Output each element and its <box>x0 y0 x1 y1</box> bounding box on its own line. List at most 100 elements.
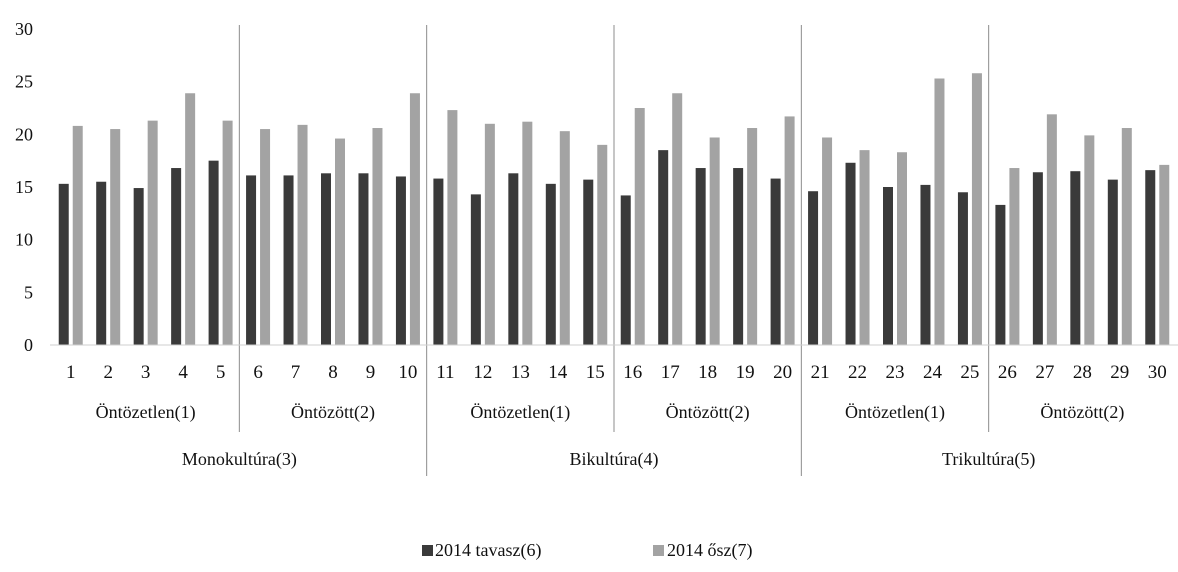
bar-spring <box>545 183 556 345</box>
subgroup-label: Öntözött(2) <box>666 402 750 423</box>
bar-autumn <box>934 78 945 346</box>
group-label: Monokultúra(3) <box>182 449 297 470</box>
bar-autumn <box>897 152 907 345</box>
bar-spring <box>1032 172 1043 345</box>
bar-spring <box>133 188 144 345</box>
bar-spring <box>208 160 219 345</box>
x-tick-label: 18 <box>698 362 717 383</box>
x-tick-label: 30 <box>1148 362 1167 383</box>
bar-autumn <box>185 93 196 346</box>
legend: 2014 tavasz(6) 2014 ősz(7) <box>422 540 752 561</box>
x-tick-label: 10 <box>398 362 417 383</box>
x-tick-label: 11 <box>436 362 454 383</box>
bar-autumn <box>335 138 345 345</box>
bars <box>58 73 1170 346</box>
x-tick-label: 14 <box>548 362 568 383</box>
y-tick-label: 15 <box>15 177 33 197</box>
y-tick-label: 10 <box>15 230 33 250</box>
bar-spring <box>58 183 69 345</box>
group-labels: Monokultúra(3) Bikultúra(4) Trikultúra(5) <box>182 449 1035 470</box>
x-tick-label: 23 <box>886 362 905 383</box>
bar-autumn <box>147 120 158 345</box>
bar-spring <box>246 175 257 345</box>
x-tick-label: 24 <box>923 362 943 383</box>
bar-autumn <box>709 137 720 345</box>
subgroup-label: Öntözött(2) <box>291 402 375 423</box>
bar-spring <box>96 181 107 345</box>
bar-autumn <box>372 128 383 345</box>
bar-autumn <box>222 120 233 345</box>
bar-autumn <box>409 93 420 346</box>
bar-spring <box>620 195 631 345</box>
bar-autumn <box>110 129 121 345</box>
x-tick-label: 17 <box>661 362 680 383</box>
bar-autumn <box>260 129 271 345</box>
legend-swatch-spring <box>422 545 433 556</box>
y-tick-label: 5 <box>24 282 33 302</box>
x-tick-label: 3 <box>141 362 151 383</box>
x-tick-label: 15 <box>586 362 605 383</box>
bar-spring <box>583 179 594 345</box>
x-tick-label: 4 <box>178 362 188 383</box>
bar-autumn <box>559 131 570 345</box>
y-axis: 0 5 10 15 20 25 30 <box>15 19 33 355</box>
bar-spring <box>695 168 706 345</box>
subgroup-label: Öntözetlen(1) <box>470 402 570 423</box>
x-tick-labels: 1 2 3 4 5 6 7 8 9 10 11 12 13 14 15 16 17 18 19 20 21 22 23 24 2… <box>66 362 1167 383</box>
bar-autumn <box>634 108 645 345</box>
x-tick-label: 28 <box>1073 362 1092 383</box>
x-tick-label: 2 <box>103 362 113 383</box>
bar-autumn <box>1121 128 1132 345</box>
bar-autumn <box>747 128 758 345</box>
bar-autumn <box>1084 135 1095 345</box>
subgroup-label: Öntözött(2) <box>1040 402 1124 423</box>
x-tick-label: 21 <box>811 362 830 383</box>
y-tick-label: 0 <box>24 335 33 355</box>
bar-spring <box>845 162 856 345</box>
y-tick-label: 20 <box>15 124 33 144</box>
bar-autumn <box>1009 168 1020 345</box>
bar-autumn <box>859 150 870 345</box>
bar-spring <box>508 173 519 345</box>
x-tick-label: 12 <box>473 362 492 383</box>
group-label: Trikultúra(5) <box>942 449 1035 470</box>
x-tick-label: 22 <box>848 362 867 383</box>
bar-spring <box>171 168 182 345</box>
x-tick-label: 9 <box>366 362 376 383</box>
x-tick-label: 5 <box>216 362 226 383</box>
y-tick-label: 25 <box>15 72 33 92</box>
legend-swatch-autumn <box>653 545 664 556</box>
x-tick-label: 27 <box>1035 362 1054 383</box>
bar-spring <box>995 204 1006 345</box>
bar-spring <box>358 173 369 345</box>
bar-autumn <box>1159 164 1170 345</box>
bar-spring <box>395 176 406 345</box>
bar-spring <box>1107 179 1118 345</box>
x-tick-label: 1 <box>66 362 76 383</box>
x-tick-label: 20 <box>773 362 792 383</box>
bar-spring <box>283 175 294 345</box>
group-separators <box>238 25 990 476</box>
x-tick-label: 7 <box>291 362 301 383</box>
bar-spring <box>920 184 931 345</box>
x-tick-label: 19 <box>736 362 755 383</box>
bar-autumn <box>672 93 683 346</box>
x-tick-label: 6 <box>253 362 263 383</box>
legend-label-autumn: 2014 ősz(7) <box>667 540 752 561</box>
bar-spring <box>957 192 968 345</box>
bar-autumn <box>784 116 795 345</box>
bar-autumn <box>597 144 608 345</box>
bar-autumn <box>1046 114 1057 345</box>
bar-spring <box>808 191 819 345</box>
x-tick-label: 29 <box>1110 362 1129 383</box>
bar-spring <box>883 187 893 345</box>
bar-autumn <box>447 110 458 346</box>
bar-spring <box>1145 170 1156 345</box>
bar-autumn <box>484 123 495 345</box>
bar-autumn <box>971 73 982 346</box>
group-label: Bikultúra(4) <box>570 449 659 470</box>
bar-autumn <box>522 121 533 346</box>
bar-autumn <box>822 137 833 345</box>
bar-spring <box>770 178 781 345</box>
